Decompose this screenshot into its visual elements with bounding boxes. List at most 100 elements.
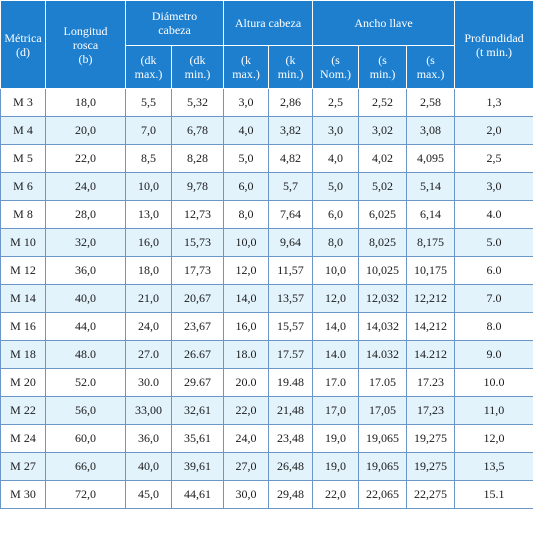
table-cell: 12,73 bbox=[170, 200, 225, 229]
table-cell: 3,0 bbox=[223, 88, 270, 117]
table-cell: 12,032 bbox=[358, 284, 408, 313]
table-cell: 18.0 bbox=[223, 340, 270, 369]
table-cell: 8,0 bbox=[312, 228, 360, 257]
header-longitud-rosca: Longitud rosca (b) bbox=[45, 0, 126, 89]
table-cell: 27,0 bbox=[223, 452, 270, 481]
table-row: M 5 22,0 8,5 8,28 5,0 4,82 4,0 4,02 4,095 2,5 bbox=[0, 144, 533, 173]
table-cell: 19,0 bbox=[312, 452, 360, 481]
table-cell: 20,67 bbox=[170, 284, 225, 313]
table-cell: 19.48 bbox=[268, 368, 314, 397]
header-k-max: (k max.) bbox=[223, 45, 270, 89]
table-cell: 15,73 bbox=[170, 228, 225, 257]
table-cell: 10,0 bbox=[312, 256, 360, 285]
table-cell: 22,0 bbox=[312, 480, 360, 509]
table-cell: M 30 bbox=[0, 480, 46, 509]
table-cell: 13,0 bbox=[125, 200, 172, 229]
table-cell: 10,0 bbox=[125, 172, 172, 201]
table-cell: 32,61 bbox=[170, 396, 225, 425]
table-cell: 26.67 bbox=[170, 340, 225, 369]
table-cell: 4.0 bbox=[454, 200, 533, 229]
table-cell: 22,0 bbox=[45, 144, 126, 173]
table-cell: 13,57 bbox=[268, 284, 314, 313]
table-cell: 19,065 bbox=[358, 424, 408, 453]
table-cell: 10,025 bbox=[358, 256, 408, 285]
table-cell: 5,0 bbox=[223, 144, 270, 173]
table-cell: 5,5 bbox=[125, 88, 172, 117]
table-cell: 45,0 bbox=[125, 480, 172, 509]
table-cell: M 8 bbox=[0, 200, 46, 229]
table-cell: 56,0 bbox=[45, 396, 126, 425]
table-cell: 6,0 bbox=[223, 172, 270, 201]
table-row: M 24 60,0 36,0 35,61 24,0 23,48 19,0 19,065 19,2… bbox=[0, 424, 533, 453]
table-cell: 23,67 bbox=[170, 312, 225, 341]
table-cell: M 18 bbox=[0, 340, 46, 369]
table-cell: 4,0 bbox=[312, 144, 360, 173]
table-cell: 19,0 bbox=[312, 424, 360, 453]
table-cell: 26,48 bbox=[268, 452, 314, 481]
table-cell: 9,64 bbox=[268, 228, 314, 257]
table-cell: 30.0 bbox=[125, 368, 172, 397]
table-cell: 18,0 bbox=[45, 88, 126, 117]
table-cell: M 10 bbox=[0, 228, 46, 257]
table-cell: 5,02 bbox=[358, 172, 408, 201]
table-row: M 6 24,0 10,0 9,78 6,0 5,7 5,0 5,02 5,14 3,0 bbox=[0, 172, 533, 201]
table-cell: M 12 bbox=[0, 256, 46, 285]
header-dk-min: (dk min.) bbox=[170, 45, 225, 89]
header-s-min: (s min.) bbox=[358, 45, 408, 89]
table-row: M 12 36,0 18,0 17,73 12,0 11,57 10,0 10,025 10,1… bbox=[0, 256, 533, 285]
table-cell: M 27 bbox=[0, 452, 46, 481]
table-cell: 3,0 bbox=[312, 116, 360, 145]
table-cell: 6,14 bbox=[406, 200, 456, 229]
table-cell: 10,175 bbox=[406, 256, 456, 285]
table-cell: 3,02 bbox=[358, 116, 408, 145]
table-cell: 2,5 bbox=[454, 144, 533, 173]
table-row: M 27 66,0 40,0 39,61 27,0 26,48 19,0 19,065 19,2… bbox=[0, 452, 533, 481]
table-cell: 5,7 bbox=[268, 172, 314, 201]
table-cell: 5,14 bbox=[406, 172, 456, 201]
table-cell: M 4 bbox=[0, 116, 46, 145]
table-cell: 36,0 bbox=[125, 424, 172, 453]
table-cell: 8,28 bbox=[170, 144, 225, 173]
table-cell: 44,61 bbox=[170, 480, 225, 509]
table-cell: 35,61 bbox=[170, 424, 225, 453]
table-cell: 9.0 bbox=[454, 340, 533, 369]
table-row: M 22 56,0 33,00 32,61 22,0 21,48 17,0 17,05 17,2… bbox=[0, 396, 533, 425]
table-cell: 3,82 bbox=[268, 116, 314, 145]
table-cell: 36,0 bbox=[45, 256, 126, 285]
table-cell: 5,0 bbox=[312, 172, 360, 201]
table-cell: 4,0 bbox=[223, 116, 270, 145]
table-cell: 12,0 bbox=[312, 284, 360, 313]
table-cell: 52.0 bbox=[45, 368, 126, 397]
table-cell: 28,0 bbox=[45, 200, 126, 229]
table-cell: 12,0 bbox=[454, 424, 533, 453]
table-row: M 20 52.0 30.0 29.67 20.0 19.48 17.0 17.05 17.23… bbox=[0, 368, 533, 397]
table-cell: M 16 bbox=[0, 312, 46, 341]
table-cell: 17.57 bbox=[268, 340, 314, 369]
table-cell: 10,0 bbox=[223, 228, 270, 257]
table-cell: 8,0 bbox=[223, 200, 270, 229]
table-row: M 30 72,0 45,0 44,61 30,0 29,48 22,0 22,065 22,2… bbox=[0, 480, 533, 509]
header-diametro-cabeza: Diámetro cabeza bbox=[124, 0, 225, 46]
table-cell: 4,02 bbox=[358, 144, 408, 173]
table-cell: M 14 bbox=[0, 284, 46, 313]
table-cell: 8.0 bbox=[454, 312, 533, 341]
table-cell: 17,73 bbox=[170, 256, 225, 285]
table-cell: 5.0 bbox=[454, 228, 533, 257]
header-ancho-llave: Ancho llave bbox=[312, 0, 456, 46]
table-cell: 14,0 bbox=[312, 312, 360, 341]
table-cell: M 3 bbox=[0, 88, 46, 117]
table-cell: 1,3 bbox=[454, 88, 533, 117]
table-cell: 8,175 bbox=[406, 228, 456, 257]
table-cell: 14,0 bbox=[223, 284, 270, 313]
table-row: M 3 18,0 5,5 5,32 3,0 2,86 2,5 2,52 2,58 1,3 bbox=[0, 88, 533, 117]
table-cell: 11,0 bbox=[454, 396, 533, 425]
table-cell: 18,0 bbox=[125, 256, 172, 285]
table-cell: 72,0 bbox=[45, 480, 126, 509]
table-row: M 16 44,0 24,0 23,67 16,0 15,57 14,0 14,032 14,2… bbox=[0, 312, 533, 341]
table-cell: 14,032 bbox=[358, 312, 408, 341]
table-cell: M 24 bbox=[0, 424, 46, 453]
table-cell: 17,23 bbox=[406, 396, 456, 425]
table-cell: 17.0 bbox=[312, 368, 360, 397]
table-cell: 11,57 bbox=[268, 256, 314, 285]
table-cell: 20.0 bbox=[223, 368, 270, 397]
